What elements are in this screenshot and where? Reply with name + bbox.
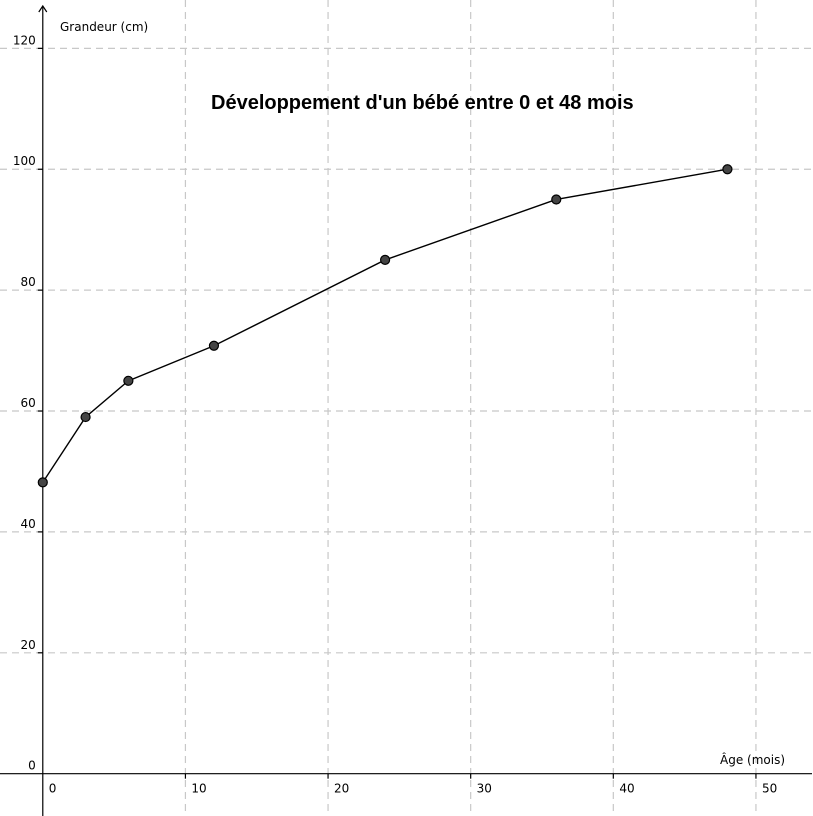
data-point [208,340,220,351]
x-tick-label: 0 [49,782,57,796]
x-tick-label: 40 [619,782,634,796]
series-layer [37,164,733,488]
y-tick-label: 60 [21,396,36,410]
y-tick-label: 120 [13,33,36,47]
data-point [551,194,562,205]
y-tick-label: 40 [21,517,36,531]
x-tick-label: 50 [762,782,777,796]
ticks-layer: 0 10 20 30 40 50 0 20 40 60 80 100 120 [13,33,777,795]
x-axis-label: Âge (mois) [720,752,785,767]
data-point [37,477,48,488]
y-tick-label: 80 [21,275,36,289]
x-tick-label: 30 [477,782,492,796]
x-tick-label: 10 [191,782,206,796]
y-axis-label: Grandeur (cm) [60,20,148,34]
series-line-0 [42,168,728,483]
data-point [80,411,91,423]
x-tick-label: 20 [334,782,349,796]
data-point [380,254,391,266]
y-tick-label: 100 [13,154,36,168]
data-point [123,375,134,386]
y-tick-label: 0 [28,759,36,773]
y-tick-label: 20 [21,638,36,652]
y-axis-arrow [38,4,48,13]
data-point [722,164,733,175]
chart-title: Développement d'un bébé entre 0 et 48 mo… [211,92,634,114]
